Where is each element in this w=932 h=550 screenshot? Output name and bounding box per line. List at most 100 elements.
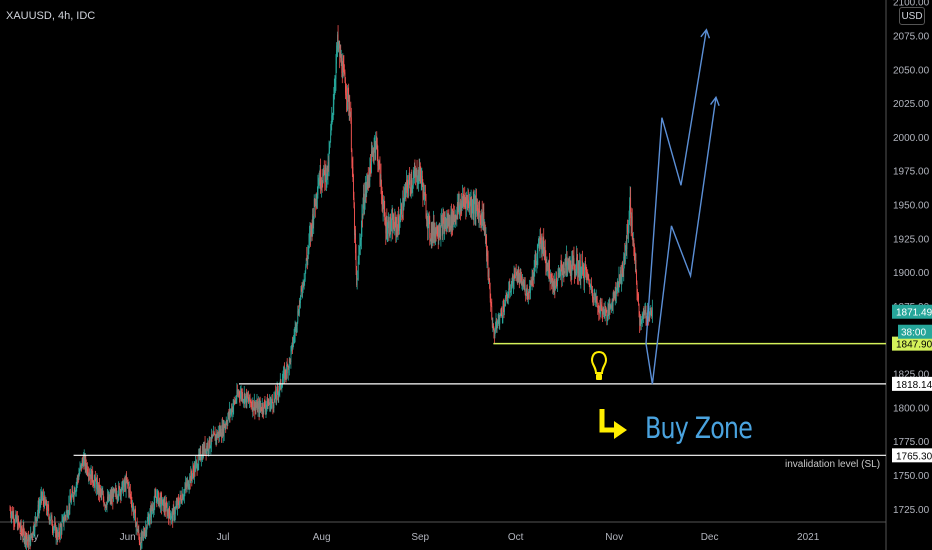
candle-body <box>574 265 575 273</box>
candle-body <box>240 394 241 399</box>
candle-body <box>578 269 580 277</box>
candle-body <box>406 181 408 182</box>
candle-body <box>562 268 564 273</box>
candle-body <box>145 527 147 533</box>
x-tick-label: Dec <box>701 532 719 543</box>
candle-body <box>366 177 368 186</box>
candle-body <box>222 423 224 436</box>
candle-body <box>378 161 380 167</box>
candle-body <box>318 182 319 187</box>
candle-body <box>594 292 596 301</box>
candle-body <box>157 492 159 495</box>
candle-body <box>128 487 130 493</box>
candle-body <box>348 106 350 110</box>
candle-body <box>242 400 244 402</box>
candle-body <box>595 299 597 301</box>
x-tick-label: Jun <box>120 532 136 543</box>
candle-body <box>73 490 75 499</box>
support-price-badge: 1847.90 <box>896 340 932 351</box>
candle-body <box>118 485 120 497</box>
candle-body <box>543 249 545 257</box>
candle-body <box>229 409 231 415</box>
candle-body <box>337 34 338 50</box>
candle-body <box>336 50 337 64</box>
candle-body <box>55 529 57 537</box>
candle-body <box>620 270 621 278</box>
candle-body <box>580 267 582 277</box>
candle-body <box>650 308 652 313</box>
candle-body <box>603 309 604 312</box>
candle-body <box>571 259 573 275</box>
candle-body <box>304 270 306 280</box>
candle-body <box>480 217 482 219</box>
candle-body <box>407 181 408 188</box>
candle-body <box>16 518 18 521</box>
price-axis: 1725.001750.001775.001800.001825.001850.… <box>893 0 930 516</box>
candle-body <box>356 266 358 286</box>
candle-body <box>418 169 420 180</box>
candle-body <box>70 496 71 501</box>
candle-body <box>37 504 39 513</box>
candle-body <box>301 288 303 292</box>
candle-body <box>13 522 15 524</box>
candle-body <box>389 217 391 236</box>
candle-body <box>202 450 204 458</box>
candle-body <box>165 503 167 507</box>
candle-body <box>247 397 249 399</box>
candle-body <box>320 169 321 186</box>
candle-body <box>332 113 334 115</box>
candle-body <box>369 159 371 181</box>
candle-body <box>410 187 412 191</box>
candle-body <box>200 459 202 461</box>
candle-body <box>642 311 644 315</box>
candle-body <box>541 235 542 248</box>
candle-body <box>430 238 432 240</box>
candle-body <box>40 496 42 504</box>
candle-body <box>600 302 602 306</box>
candle-body <box>72 490 73 493</box>
candle-body <box>454 217 456 219</box>
candle-body <box>436 225 438 234</box>
candle-body <box>249 394 251 402</box>
candle-body <box>535 259 537 262</box>
candle-body <box>480 217 482 225</box>
candle-body <box>494 333 495 336</box>
candle-body <box>540 240 542 248</box>
candle-body <box>632 239 634 241</box>
candle-body <box>636 271 637 283</box>
candle-body <box>298 302 300 314</box>
candle-body <box>141 532 143 541</box>
candle-body <box>584 266 586 268</box>
candle-body <box>504 304 506 306</box>
candle-body <box>648 312 650 320</box>
y-tick-label: 2100.00 <box>893 0 930 9</box>
candle-body <box>236 390 238 400</box>
candle-body <box>215 435 217 441</box>
candle-body <box>464 200 466 202</box>
candle-body <box>322 173 324 183</box>
candle-body <box>400 210 402 221</box>
candle-body <box>363 193 364 206</box>
candle-body <box>264 402 265 404</box>
candle-body <box>591 289 593 292</box>
candle-body <box>176 504 178 508</box>
candle-body <box>351 149 353 163</box>
currency-button[interactable]: USD <box>899 7 925 25</box>
candle-body <box>462 195 464 198</box>
candle-body <box>556 277 557 284</box>
candle-body <box>109 494 111 498</box>
candle-body <box>21 529 23 532</box>
candle-body <box>81 463 82 469</box>
candle-body <box>411 185 413 188</box>
candle-body <box>58 527 60 535</box>
candle-body <box>181 501 183 503</box>
candle-body <box>535 261 537 263</box>
candle-body <box>486 235 487 257</box>
candle-body <box>67 515 69 517</box>
candle-body <box>545 261 547 264</box>
candle-body <box>85 466 87 471</box>
candle-body <box>361 215 363 227</box>
candle-body <box>537 245 539 254</box>
candle-body <box>408 183 409 192</box>
